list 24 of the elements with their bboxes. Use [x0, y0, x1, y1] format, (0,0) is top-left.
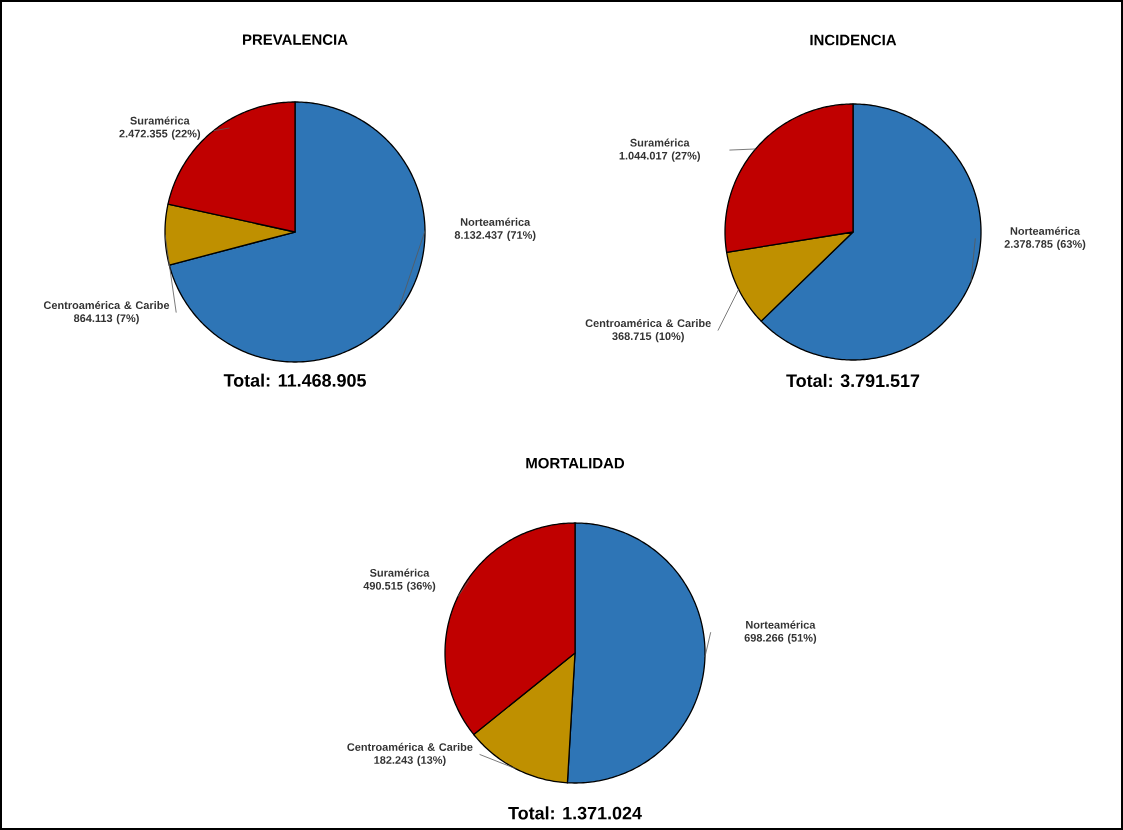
- chart-title: MORTALIDAD: [526, 457, 625, 469]
- slice-label: Suramérica: [630, 138, 690, 147]
- chart-title: INCIDENCIA: [810, 34, 897, 46]
- chart-title: PREVALENCIA: [243, 34, 348, 45]
- data-label: 1.044.017 (27%): [619, 151, 700, 162]
- data-label: 864.113 (7%): [73, 314, 139, 325]
- text: Total: 1.371.024: [508, 806, 642, 820]
- text: Total: 3.791.517: [786, 373, 920, 388]
- data-label: 8.132.437 (71%): [454, 230, 536, 242]
- slice-label: Norteamérica: [1010, 226, 1081, 235]
- data-label: 2.472.355 (22%): [119, 129, 201, 140]
- slice-label: Norteamérica: [746, 620, 816, 629]
- data-label: 182.243 (13%): [374, 755, 446, 767]
- data-label: 490.515 (36%): [363, 581, 436, 592]
- slice-label: Norteamérica: [460, 217, 531, 226]
- slice-label: Centroamérica & Caribe: [347, 742, 473, 751]
- data-label: 698.266 (51%): [744, 633, 817, 644]
- slice-label: Centroamérica & Caribe: [585, 318, 711, 328]
- slice-label: Suramérica: [130, 116, 190, 125]
- slice-label: Centroamérica & Caribe: [43, 300, 170, 310]
- data-label: 368.715 (10%): [612, 331, 684, 343]
- text: Total: 11.468.905: [223, 373, 366, 387]
- data-label: 2.378.785 (63%): [1004, 239, 1086, 251]
- slice-label: Suramérica: [369, 568, 430, 577]
